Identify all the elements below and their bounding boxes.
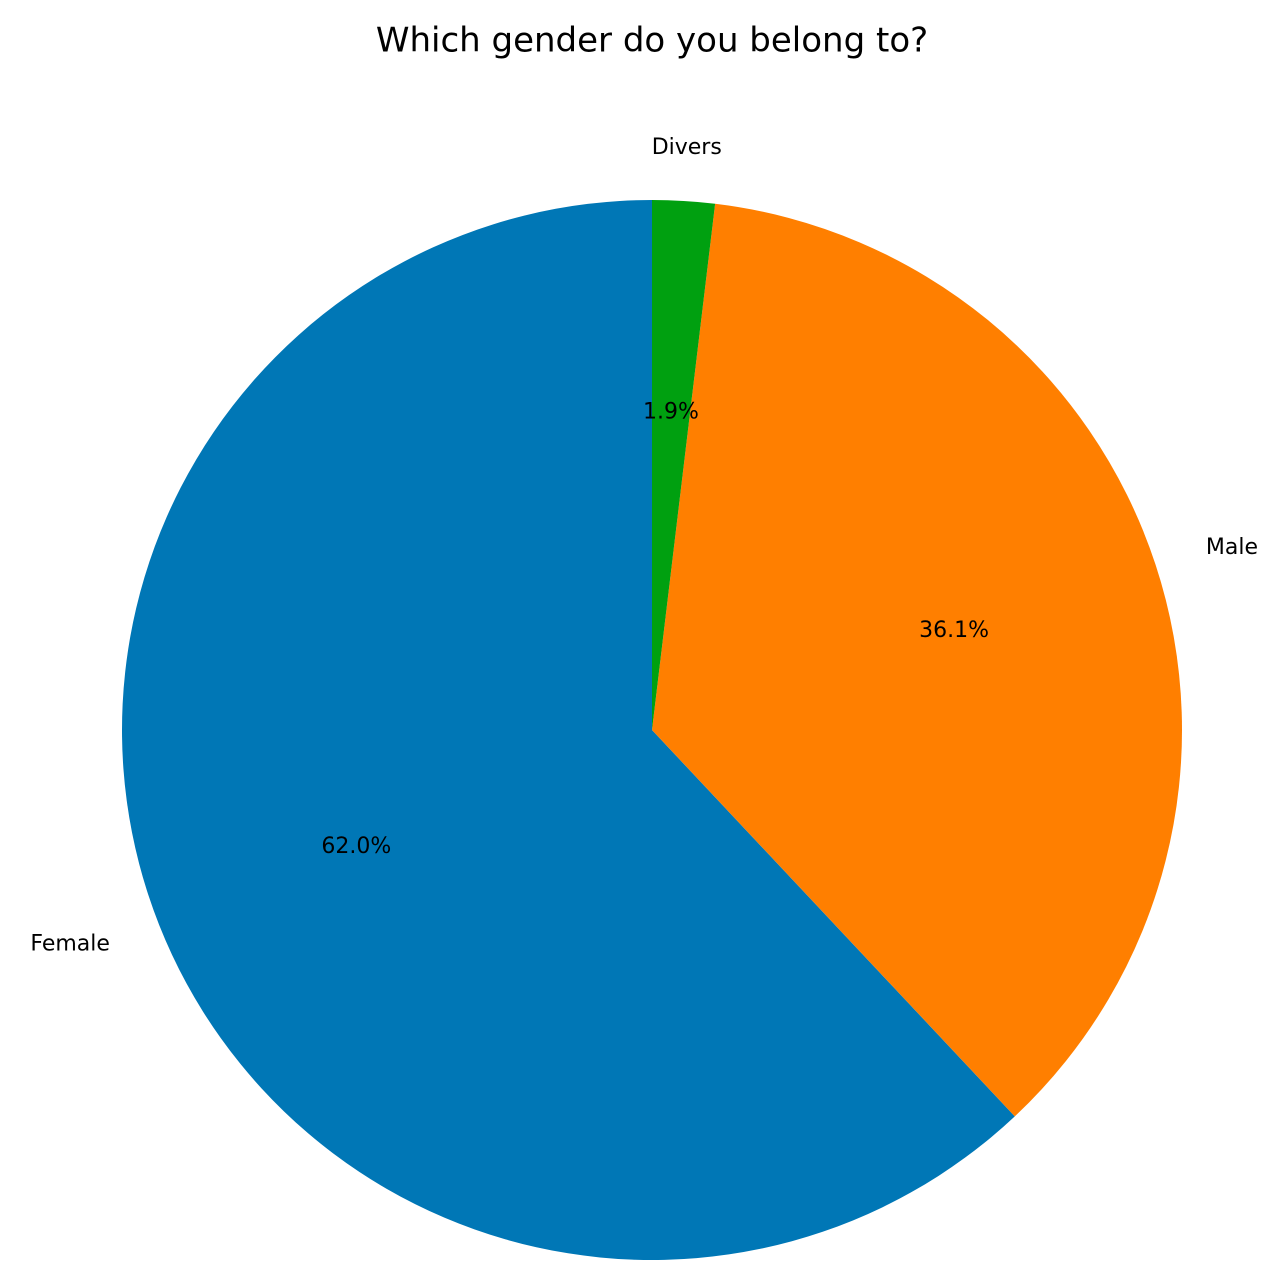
chart-title: Which gender do you belong to? (376, 21, 928, 61)
value-label: 36.1% (919, 618, 989, 643)
pie-slice (652, 200, 716, 730)
pie-slice (122, 200, 1015, 1260)
slice-label: Female (30, 932, 110, 957)
value-label: 62.0% (321, 834, 391, 859)
pie-slice (652, 203, 1182, 1117)
slice-label: Male (1206, 535, 1258, 560)
slice-label: Divers (652, 135, 722, 160)
value-label: 1.9% (643, 400, 699, 425)
